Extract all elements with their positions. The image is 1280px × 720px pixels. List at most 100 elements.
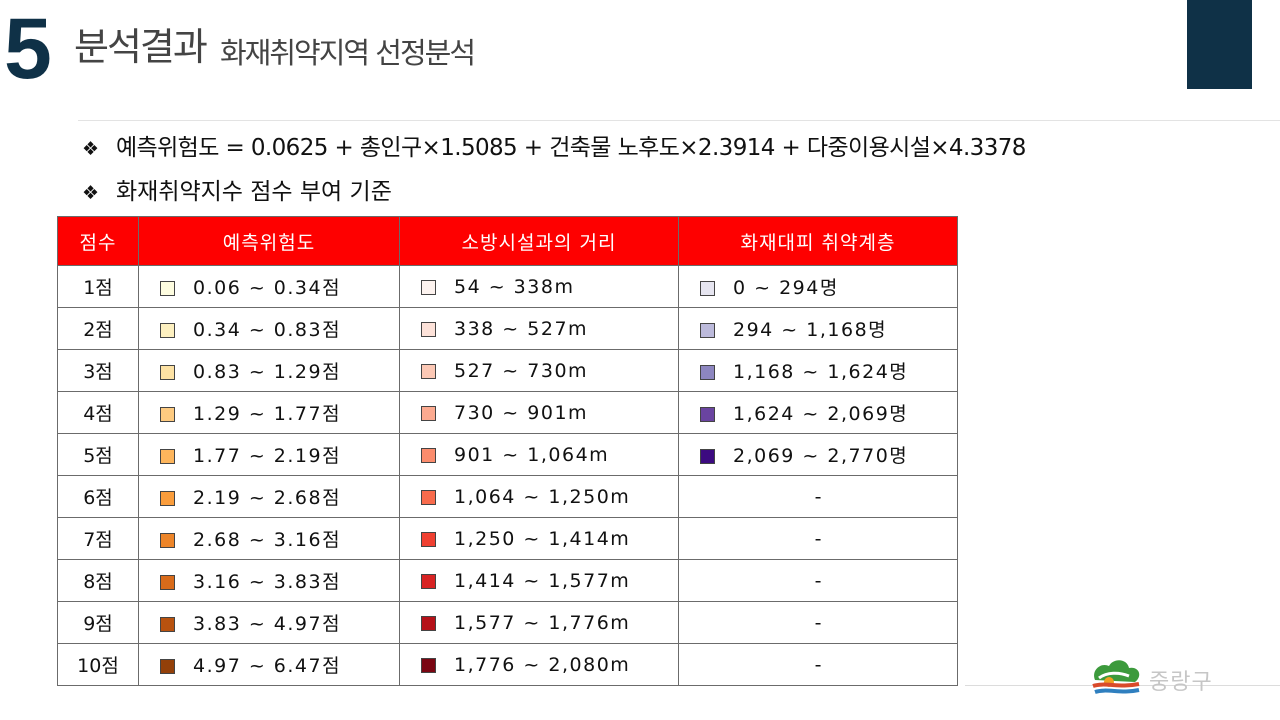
table-row: 4점 1.29 ~ 1.77점 730 ~ 901m 1,624 ~ 2,069명 bbox=[57, 391, 958, 434]
distance-swatch bbox=[421, 279, 436, 295]
risk-swatch bbox=[160, 575, 175, 590]
distance-range: 338 ~ 527m bbox=[454, 317, 589, 340]
header-divider bbox=[78, 120, 1280, 121]
risk-range: 0.06 ~ 0.34점 bbox=[193, 277, 342, 299]
risk-cell: 2.68 ~ 3.16점 bbox=[138, 517, 400, 560]
table-row: 1점 0.06 ~ 0.34점 54 ~ 338m 0 ~ 294명 bbox=[57, 265, 958, 308]
corner-accent-block bbox=[1187, 0, 1252, 89]
risk-range: 4.97 ~ 6.47점 bbox=[193, 655, 342, 677]
section-number: 5 bbox=[4, 1, 52, 97]
distance-swatch bbox=[421, 363, 436, 379]
score-cell: 3점 bbox=[57, 349, 139, 392]
risk-range: 2.19 ~ 2.68점 bbox=[193, 487, 342, 509]
score-cell: 9점 bbox=[57, 601, 139, 644]
risk-range: 3.83 ~ 4.97점 bbox=[193, 613, 342, 635]
header-vulnerable: 화재대피 취약계층 bbox=[678, 216, 958, 266]
distance-range: 54 ~ 338m bbox=[454, 275, 575, 298]
vulnerable-range: 1,168 ~ 1,624명 bbox=[733, 361, 909, 383]
score-cell: 1점 bbox=[57, 265, 139, 308]
formula-text: 예측위험도 = 0.0625 + 총인구×1.5085 + 건축물 노후도×2.… bbox=[116, 135, 1026, 161]
page-subtitle: 화재취약지역 선정분석 bbox=[220, 36, 476, 70]
risk-cell: 3.16 ~ 3.83점 bbox=[138, 559, 400, 602]
table-row: 5점 1.77 ~ 2.19점 901 ~ 1,064m 2,069 ~ 2,770명 bbox=[57, 433, 958, 476]
diamond-bullet-icon: ❖ bbox=[82, 138, 99, 160]
distance-swatch bbox=[421, 447, 436, 463]
risk-swatch bbox=[160, 407, 175, 422]
vulnerable-cell: - bbox=[678, 601, 958, 644]
vulnerable-range: 0 ~ 294명 bbox=[733, 277, 839, 299]
page-title: 분석결과 bbox=[74, 25, 208, 69]
vulnerable-range: 294 ~ 1,168명 bbox=[733, 319, 888, 341]
distance-swatch bbox=[421, 321, 436, 337]
risk-range: 0.83 ~ 1.29점 bbox=[193, 361, 342, 383]
table-row: 8점 3.16 ~ 3.83점 1,414 ~ 1,577m - bbox=[57, 559, 958, 602]
distance-range: 901 ~ 1,064m bbox=[454, 443, 610, 466]
jungnang-logo-icon bbox=[1092, 660, 1140, 694]
score-cell: 7점 bbox=[57, 517, 139, 560]
header-risk: 예측위험도 bbox=[138, 216, 400, 266]
vulnerable-cell: 294 ~ 1,168명 bbox=[678, 307, 958, 350]
table-row: 3점 0.83 ~ 1.29점 527 ~ 730m 1,168 ~ 1,624명 bbox=[57, 349, 958, 392]
risk-cell: 1.77 ~ 2.19점 bbox=[138, 433, 400, 476]
risk-swatch bbox=[160, 491, 175, 506]
distance-range: 1,577 ~ 1,776m bbox=[454, 611, 631, 634]
distance-swatch bbox=[421, 531, 436, 547]
distance-swatch bbox=[421, 573, 436, 589]
vulnerable-swatch bbox=[700, 281, 715, 296]
score-cell: 2점 bbox=[57, 307, 139, 350]
distance-range: 1,776 ~ 2,080m bbox=[454, 653, 631, 676]
vulnerable-range: 1,624 ~ 2,069명 bbox=[733, 403, 909, 425]
distance-cell: 1,250 ~ 1,414m bbox=[399, 517, 679, 560]
vulnerable-swatch bbox=[700, 407, 715, 422]
distance-cell: 1,064 ~ 1,250m bbox=[399, 475, 679, 518]
risk-cell: 3.83 ~ 4.97점 bbox=[138, 601, 400, 644]
risk-cell: 1.29 ~ 1.77점 bbox=[138, 391, 400, 434]
risk-range: 1.77 ~ 2.19점 bbox=[193, 445, 342, 467]
distance-range: 1,250 ~ 1,414m bbox=[454, 527, 631, 550]
score-criteria-table: 점수 예측위험도 소방시설과의 거리 화재대피 취약계층 1점 0.06 ~ 0.… bbox=[57, 216, 958, 686]
distance-cell: 1,414 ~ 1,577m bbox=[399, 559, 679, 602]
score-cell: 8점 bbox=[57, 559, 139, 602]
risk-cell: 0.34 ~ 0.83점 bbox=[138, 307, 400, 350]
vulnerable-swatch bbox=[700, 449, 715, 464]
score-cell: 5점 bbox=[57, 433, 139, 476]
vulnerable-cell: - bbox=[678, 475, 958, 518]
table-row: 2점 0.34 ~ 0.83점 338 ~ 527m 294 ~ 1,168명 bbox=[57, 307, 958, 350]
risk-cell: 4.97 ~ 6.47점 bbox=[138, 643, 400, 686]
table-row: 7점 2.68 ~ 3.16점 1,250 ~ 1,414m - bbox=[57, 517, 958, 560]
distance-range: 527 ~ 730m bbox=[454, 359, 589, 382]
risk-swatch bbox=[160, 617, 175, 632]
formula-bullet: ❖ 예측위험도 = 0.0625 + 총인구×1.5085 + 건축물 노후도×2… bbox=[82, 133, 1026, 164]
risk-swatch bbox=[160, 533, 175, 548]
score-cell: 4점 bbox=[57, 391, 139, 434]
distance-cell: 54 ~ 338m bbox=[399, 265, 679, 308]
risk-swatch bbox=[160, 281, 175, 296]
vulnerable-cell: 2,069 ~ 2,770명 bbox=[678, 433, 958, 476]
risk-range: 1.29 ~ 1.77점 bbox=[193, 403, 342, 425]
vulnerable-cell: - bbox=[678, 643, 958, 686]
risk-swatch bbox=[160, 323, 175, 338]
risk-swatch bbox=[160, 659, 175, 674]
risk-cell: 0.06 ~ 0.34점 bbox=[138, 265, 400, 308]
criteria-text: 화재취약지수 점수 부여 기준 bbox=[116, 179, 392, 205]
risk-cell: 2.19 ~ 2.68점 bbox=[138, 475, 400, 518]
vulnerable-cell: 1,168 ~ 1,624명 bbox=[678, 349, 958, 392]
vulnerable-swatch bbox=[700, 323, 715, 338]
table-header-row: 점수 예측위험도 소방시설과의 거리 화재대피 취약계층 bbox=[57, 216, 958, 266]
distance-swatch bbox=[421, 615, 436, 631]
risk-range: 2.68 ~ 3.16점 bbox=[193, 529, 342, 551]
header-distance: 소방시설과의 거리 bbox=[399, 216, 679, 266]
distance-cell: 730 ~ 901m bbox=[399, 391, 679, 434]
vulnerable-cell: - bbox=[678, 517, 958, 560]
distance-cell: 901 ~ 1,064m bbox=[399, 433, 679, 476]
distance-range: 1,064 ~ 1,250m bbox=[454, 485, 631, 508]
score-cell: 6점 bbox=[57, 475, 139, 518]
distance-cell: 1,776 ~ 2,080m bbox=[399, 643, 679, 686]
distance-range: 730 ~ 901m bbox=[454, 401, 589, 424]
distance-swatch bbox=[421, 657, 436, 673]
vulnerable-range: 2,069 ~ 2,770명 bbox=[733, 445, 909, 467]
table-row: 10점 4.97 ~ 6.47점 1,776 ~ 2,080m - bbox=[57, 643, 958, 686]
distance-swatch bbox=[421, 489, 436, 505]
logo-text: 중랑구 bbox=[1149, 670, 1213, 695]
criteria-bullet: ❖ 화재취약지수 점수 부여 기준 bbox=[82, 177, 392, 208]
